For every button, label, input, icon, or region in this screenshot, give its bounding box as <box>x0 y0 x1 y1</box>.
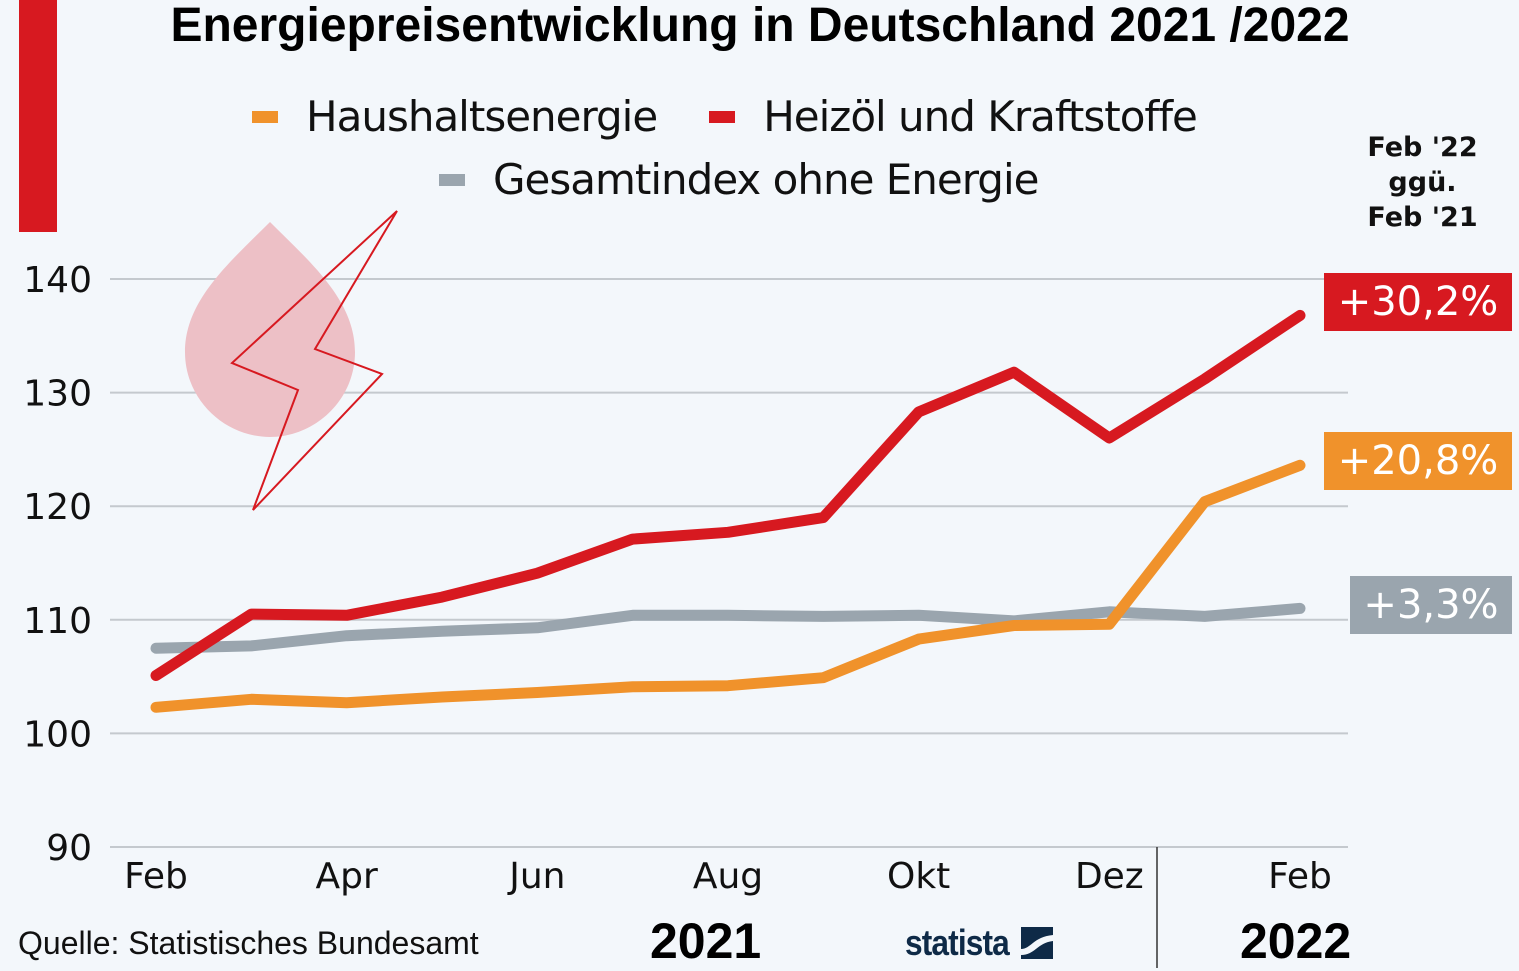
legend-label: Gesamtindex ohne Energie <box>493 155 1039 204</box>
legend-swatch-gray <box>439 173 465 186</box>
series-line-haushaltsenergie <box>150 459 1306 713</box>
legend-item-haushaltsenergie: Haushaltsenergie <box>252 92 658 141</box>
comparison-note: Feb '22 ggü. Feb '21 <box>1345 130 1500 235</box>
y-tick-label: 130 <box>23 374 92 415</box>
source-label: Quelle: Statistisches Bundesamt <box>18 925 479 961</box>
legend-swatch-orange <box>252 110 278 123</box>
y-axis-ticks: 90 100 110 120 130 140 <box>23 260 92 869</box>
comparison-note-line: ggü. <box>1388 167 1457 198</box>
x-tick-label: Feb <box>1268 856 1332 897</box>
x-tick-label: Feb <box>124 856 188 897</box>
energy-decoration <box>185 210 398 511</box>
accent-bar <box>19 0 57 232</box>
legend-item-heizoel: Heizöl und Kraftstoffe <box>709 92 1198 141</box>
x-tick-label: Okt <box>887 856 950 897</box>
y-tick-label: 90 <box>46 828 92 869</box>
oil-drop-icon <box>185 222 355 437</box>
y-tick-label: 120 <box>23 487 92 528</box>
comparison-note-line: Feb '21 <box>1367 202 1478 233</box>
chart-title: Energiepreisentwicklung in Deutschland 2… <box>170 0 1350 52</box>
series-lines <box>150 309 1306 713</box>
lightning-bolt-icon <box>230 210 398 511</box>
change-badge-heizoel: +30,2% <box>1324 273 1512 331</box>
legend-swatch-red <box>709 110 736 123</box>
x-tick-label: Apr <box>316 856 378 897</box>
x-tick-label: Jun <box>507 856 565 897</box>
x-tick-label: Dez <box>1075 856 1144 897</box>
legend-label: Haushaltsenergie <box>306 92 658 141</box>
legend-row-1: Haushaltsenergie Heizöl und Kraftstoffe <box>252 92 1249 141</box>
y-tick-label: 140 <box>23 260 92 301</box>
comparison-note-line: Feb '22 <box>1367 132 1478 163</box>
badge-text: +20,8% <box>1337 438 1499 484</box>
badge-text: +3,3% <box>1363 582 1499 628</box>
change-badge-haushaltsenergie: +20,8% <box>1324 432 1512 490</box>
statista-logo[interactable]: statista <box>905 922 1054 964</box>
y-tick-label: 100 <box>23 714 92 755</box>
change-badge-gesamtindex: +3,3% <box>1350 576 1512 634</box>
y-tick-label: 110 <box>23 601 92 642</box>
x-axis-ticks: Feb Apr Jun Aug Okt Dez Feb <box>124 856 1332 897</box>
year-label-2021: 2021 <box>650 913 762 969</box>
legend-row-2: Gesamtindex ohne Energie <box>439 155 1090 204</box>
badge-text: +30,2% <box>1337 279 1499 325</box>
legend-label: Heizöl und Kraftstoffe <box>763 92 1198 141</box>
statista-logo-icon <box>1021 927 1054 959</box>
legend-item-gesamtindex: Gesamtindex ohne Energie <box>439 155 1039 204</box>
logo-text: statista <box>905 922 1010 963</box>
year-label-2022: 2022 <box>1240 913 1352 969</box>
x-tick-label: Aug <box>693 856 763 897</box>
